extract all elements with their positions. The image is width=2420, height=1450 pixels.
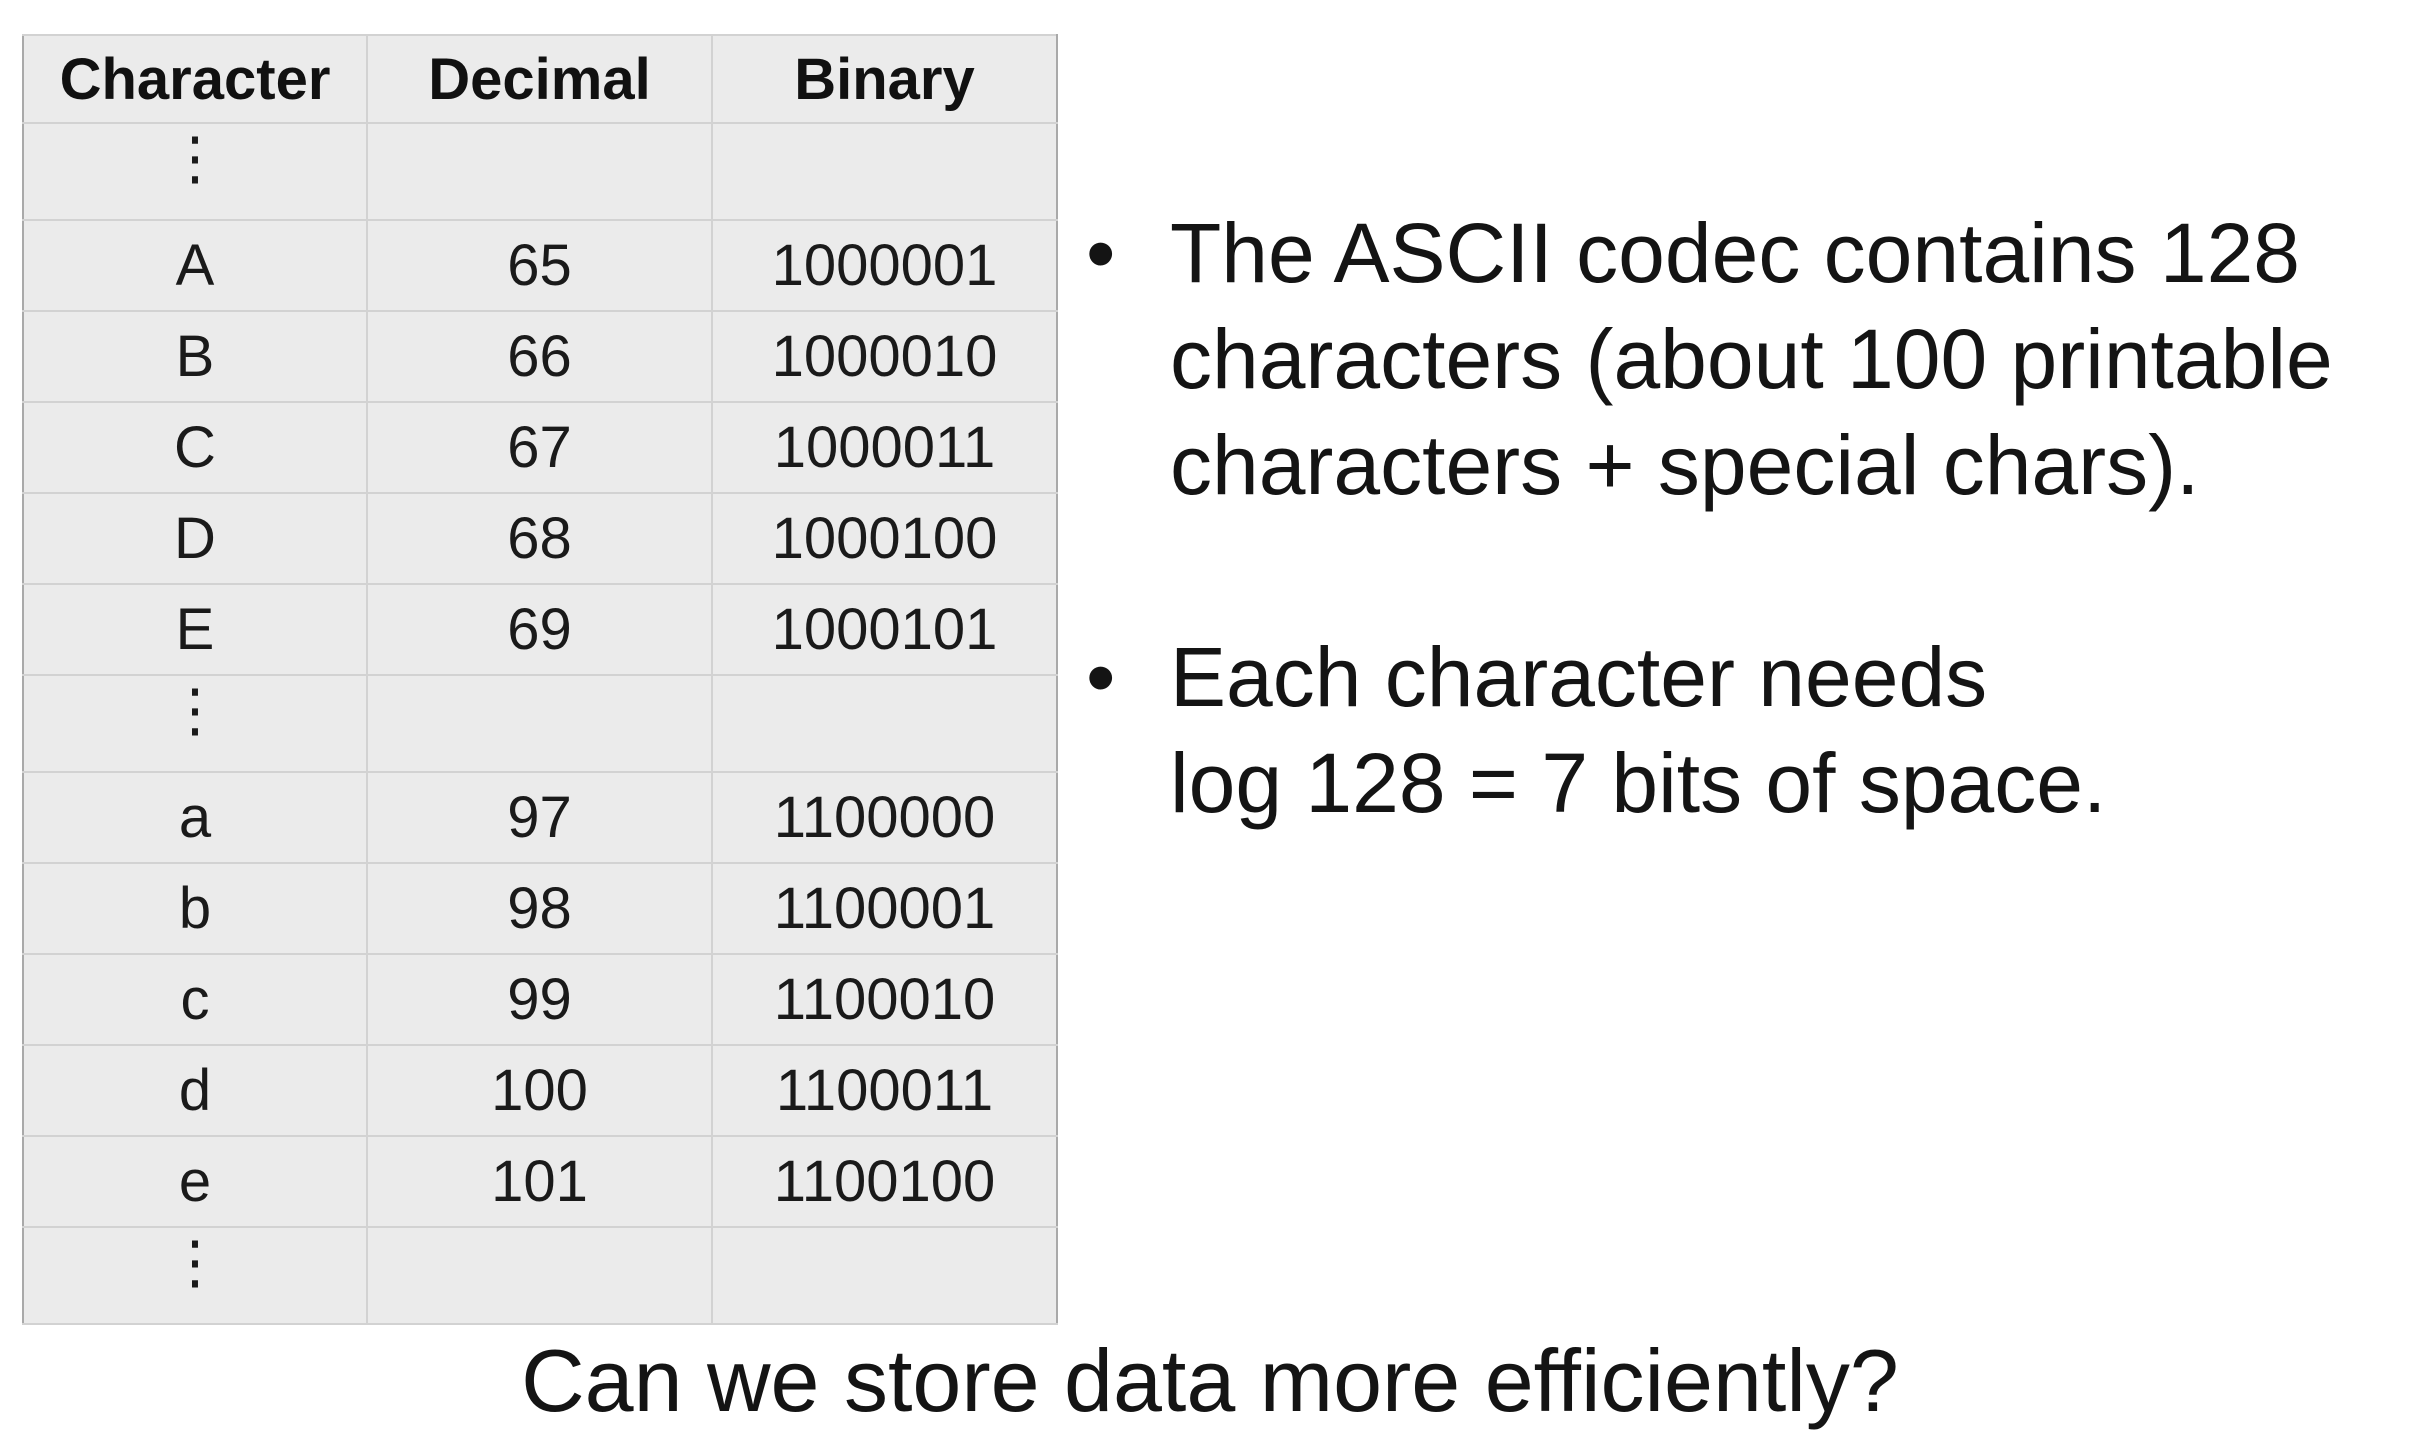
header-binary: Binary xyxy=(711,34,1058,124)
cell-character: B xyxy=(22,310,368,403)
bullet-text-line: The ASCII codec contains 128 xyxy=(1170,206,2301,300)
table-row: B 66 1000010 xyxy=(22,310,1058,403)
table-row: ⋮ xyxy=(22,1226,1058,1325)
cell-binary: 1100011 xyxy=(711,1044,1058,1137)
cell-character: ⋮ xyxy=(22,122,368,221)
header-character: Character xyxy=(22,34,368,124)
cell-binary xyxy=(711,1226,1058,1325)
table-row: a 97 1100000 xyxy=(22,771,1058,864)
bullet-text-line: log 128 = 7 bits of space. xyxy=(1170,736,2107,830)
cell-decimal: 98 xyxy=(366,862,713,955)
cell-binary: 1100100 xyxy=(711,1135,1058,1228)
table-row: ⋮ xyxy=(22,674,1058,773)
bullet-text-line: characters + special chars). xyxy=(1170,418,2200,512)
cell-character: ⋮ xyxy=(22,1226,368,1325)
table-row: e 101 1100100 xyxy=(22,1135,1058,1228)
cell-binary: 1000010 xyxy=(711,310,1058,403)
cell-character: a xyxy=(22,771,368,864)
cell-binary: 1100000 xyxy=(711,771,1058,864)
cell-decimal: 65 xyxy=(366,219,713,312)
cell-binary: 1000100 xyxy=(711,492,1058,585)
cell-decimal: 101 xyxy=(366,1135,713,1228)
header-decimal: Decimal xyxy=(366,34,713,124)
cell-decimal: 100 xyxy=(366,1044,713,1137)
table-row: c 99 1100010 xyxy=(22,953,1058,1046)
cell-character: D xyxy=(22,492,368,585)
question-text: Can we store data more efficiently? xyxy=(521,1331,1899,1430)
cell-decimal xyxy=(366,674,713,773)
bullet-item: • The ASCII codec contains 128 characters … xyxy=(1080,200,2410,518)
cell-decimal: 69 xyxy=(366,583,713,676)
cell-character: C xyxy=(22,401,368,494)
cell-decimal: 99 xyxy=(366,953,713,1046)
cell-character: A xyxy=(22,219,368,312)
cell-character: E xyxy=(22,583,368,676)
cell-decimal: 67 xyxy=(366,401,713,494)
table-row: b 98 1100001 xyxy=(22,862,1058,955)
table-row: E 69 1000101 xyxy=(22,583,1058,676)
cell-binary: 1100010 xyxy=(711,953,1058,1046)
cell-binary xyxy=(711,122,1058,221)
table-header-row: Character Decimal Binary xyxy=(22,34,1058,124)
cell-character: b xyxy=(22,862,368,955)
bullet-list: • The ASCII codec contains 128 characters … xyxy=(1080,200,2410,836)
cell-binary: 1000011 xyxy=(711,401,1058,494)
ascii-table: Character Decimal Binary ⋮ A 65 1000001 B 66 1… xyxy=(22,34,1058,1325)
cell-binary xyxy=(711,674,1058,773)
cell-character: c xyxy=(22,953,368,1046)
cell-character: e xyxy=(22,1135,368,1228)
cell-character: d xyxy=(22,1044,368,1137)
table-body: ⋮ A 65 1000001 B 66 1000010 C 67 1000011 D 68 100010… xyxy=(22,122,1058,1325)
cell-binary: 1100001 xyxy=(711,862,1058,955)
cell-binary: 1000001 xyxy=(711,219,1058,312)
bullet-text-line: characters (about 100 printable xyxy=(1170,312,2333,406)
table-row: d 100 1100011 xyxy=(22,1044,1058,1137)
cell-decimal: 97 xyxy=(366,771,713,864)
bullet-item: • Each character needs log 128 = 7 bits of… xyxy=(1080,624,2410,836)
bullet-dot-icon: • xyxy=(1086,206,1116,300)
bullet-dot-icon: • xyxy=(1086,630,1116,724)
table-row: A 65 1000001 xyxy=(22,219,1058,312)
cell-decimal: 66 xyxy=(366,310,713,403)
bullet-text-line: Each character needs xyxy=(1170,630,1988,724)
cell-decimal xyxy=(366,122,713,221)
cell-decimal xyxy=(366,1226,713,1325)
table-row: ⋮ xyxy=(22,122,1058,221)
table-row: D 68 1000100 xyxy=(22,492,1058,585)
cell-character: ⋮ xyxy=(22,674,368,773)
cell-decimal: 68 xyxy=(366,492,713,585)
cell-binary: 1000101 xyxy=(711,583,1058,676)
table-row: C 67 1000011 xyxy=(22,401,1058,494)
